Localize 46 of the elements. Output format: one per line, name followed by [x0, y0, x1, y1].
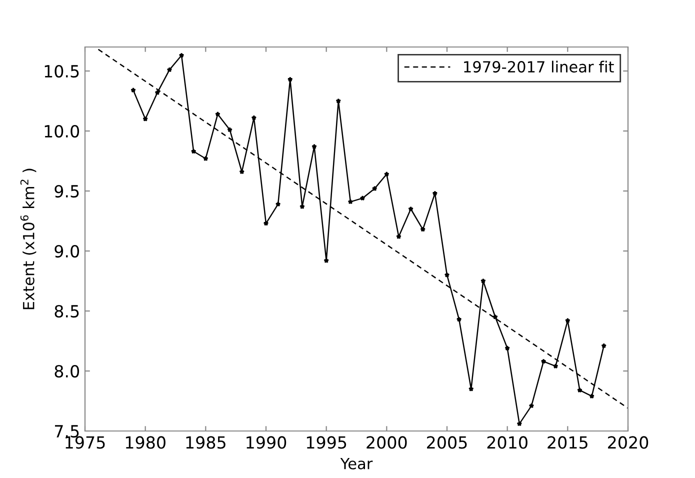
x-tick-label: 1975	[66, 436, 105, 449]
point	[130, 87, 136, 93]
y-tick-label: 8.5	[54, 304, 79, 318]
point	[384, 171, 390, 177]
point	[540, 358, 546, 364]
point	[528, 403, 534, 408]
point	[589, 393, 594, 399]
x-tick-label: 1980	[126, 436, 166, 449]
y-tick-label: 8.0	[54, 364, 80, 378]
point	[166, 67, 172, 72]
point	[456, 316, 462, 322]
point	[178, 52, 184, 58]
point	[480, 278, 486, 284]
y-tick-label: 9.0	[54, 244, 80, 258]
point	[577, 387, 582, 393]
point	[504, 345, 510, 351]
y-tick-label: 10.5	[44, 64, 79, 78]
y-tick-label: 7.5	[55, 425, 79, 438]
point	[516, 421, 522, 426]
point	[420, 226, 426, 232]
x-tick-label: 1985	[186, 436, 226, 449]
y-tick-label: 10.0	[44, 124, 80, 138]
x-tick-label: 1990	[246, 436, 286, 449]
point	[408, 206, 414, 212]
x-tick-label: 1995	[306, 436, 346, 449]
point	[287, 76, 293, 82]
x-axis-title: Year	[340, 458, 373, 470]
x-tick-label: 2015	[548, 436, 588, 449]
point	[601, 343, 607, 348]
point	[336, 98, 342, 104]
point	[432, 190, 438, 196]
point	[142, 116, 148, 122]
y-axis-title: Extent (x10$^{6}$ km$^{2}$ )	[20, 168, 36, 310]
point	[215, 111, 220, 117]
point	[444, 272, 450, 278]
point	[227, 127, 232, 132]
point	[263, 220, 269, 226]
y-tick-label: 9.5	[54, 184, 79, 198]
x-tick-label: 2020	[608, 436, 648, 449]
x-tick-label: 2010	[487, 436, 528, 449]
point	[251, 115, 257, 120]
point	[348, 199, 354, 204]
point	[190, 148, 196, 154]
x-tick-label: 2000	[366, 436, 407, 449]
x-tick-label: 2005	[427, 436, 467, 449]
legend-label: 1979-2017 linear fit	[464, 60, 614, 73]
